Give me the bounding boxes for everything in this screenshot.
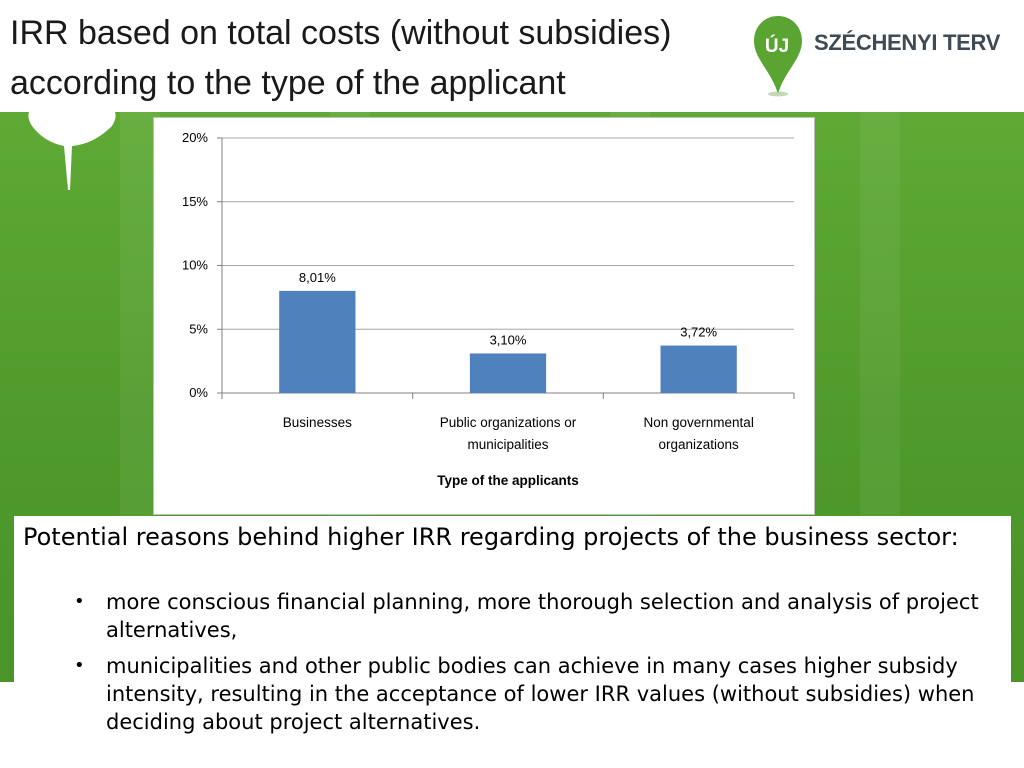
y-tick-label: 10% — [182, 258, 208, 273]
chart-canvas: 0% 5% 10% 15% 20% 8,01% Businesses 3,10% Public … — [182, 130, 795, 488]
logo-mark-text: ÚJ — [764, 36, 790, 57]
logo-pin-icon — [754, 16, 802, 97]
y-tick-label: 20% — [182, 130, 208, 145]
reasons-intro: Potential reasons behind higher IRR rega… — [23, 523, 959, 551]
x-tick-label: organizations — [659, 437, 740, 452]
slide-title-line-2: according to the type of the applicant — [10, 64, 566, 102]
x-tick-label: municipalities — [467, 437, 548, 452]
x-tick-label: Public organizations or — [440, 415, 577, 430]
bullet-dot-icon: • — [74, 591, 85, 612]
bar — [279, 290, 356, 393]
reasons-bullet-list: • more conscious financial planning, mor… — [14, 588, 1004, 744]
reason-bullet-1: • more conscious financial planning, mor… — [14, 588, 1004, 644]
map-pin-decoration — [28, 110, 116, 190]
irr-bar-chart: 0% 5% 10% 15% 20% 8,01% Businesses 3,10% Public … — [153, 117, 815, 515]
y-tick-label: 0% — [189, 385, 208, 400]
bar — [660, 345, 737, 393]
slide-title: IRR based on total costs (without subsid… — [10, 8, 810, 108]
bullet-dot-icon: • — [74, 655, 85, 676]
y-tick-label: 5% — [189, 321, 208, 336]
x-axis-title: Type of the applicants — [437, 473, 579, 488]
data-label: 3,72% — [680, 325, 717, 340]
bar — [469, 353, 547, 393]
szechenyi-terv-logo: ÚJ SZÉCHENYI TERV — [752, 14, 1014, 98]
reasons-text-box: Potential reasons behind higher IRR rega… — [14, 516, 1011, 768]
slide-title-line-1: IRR based on total costs (without subsid… — [10, 14, 672, 52]
x-tick-label: Businesses — [283, 415, 352, 430]
data-label: 8,01% — [299, 270, 336, 285]
data-label: 3,10% — [490, 332, 527, 347]
x-tick-label: Non governmental — [644, 415, 754, 430]
reason-bullet-2-text: municipalities and other public bodies c… — [106, 654, 975, 734]
reason-bullet-1-text: more conscious financial planning, more … — [106, 590, 979, 642]
logo-brand-text: SZÉCHENYI TERV — [814, 30, 1001, 55]
reason-bullet-2: • municipalities and other public bodies… — [14, 652, 1004, 736]
y-tick-label: 15% — [182, 194, 208, 209]
